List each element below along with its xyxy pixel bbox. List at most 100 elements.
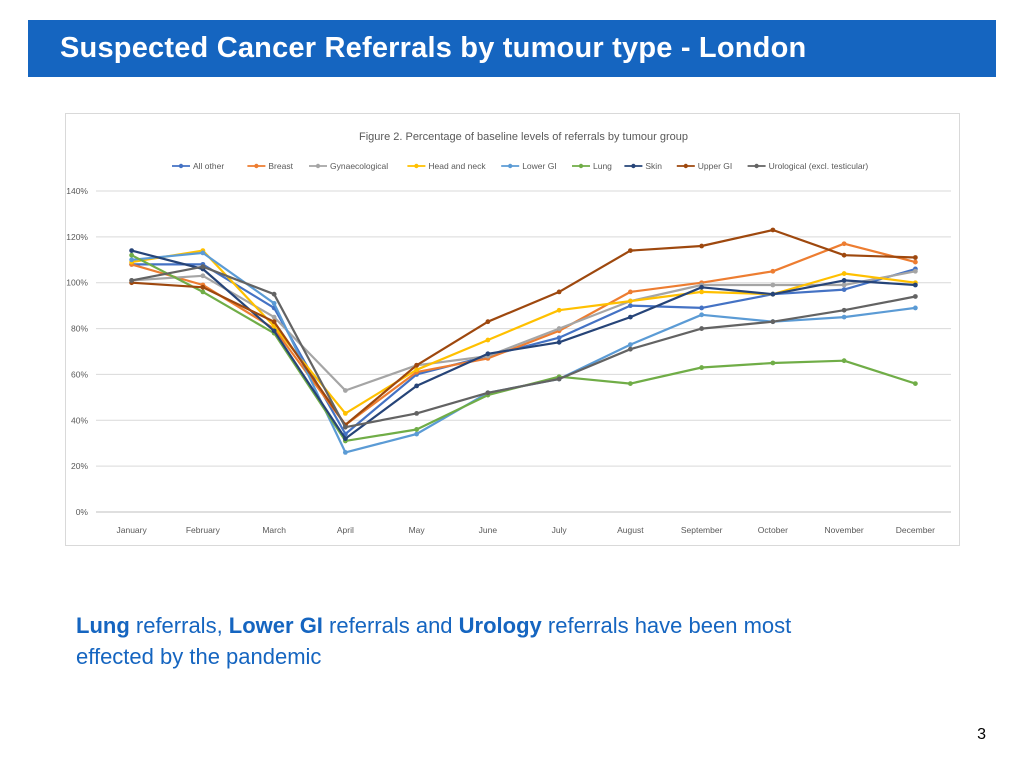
data-point xyxy=(200,289,206,295)
data-point xyxy=(841,314,847,320)
data-point xyxy=(342,411,348,416)
series-line xyxy=(130,270,917,392)
legend-label: Lung xyxy=(593,161,612,171)
data-point xyxy=(342,449,348,455)
data-point xyxy=(627,381,633,386)
data-point xyxy=(912,268,918,274)
data-point xyxy=(699,289,705,295)
data-point xyxy=(841,287,847,292)
page-number: 3 xyxy=(977,726,986,743)
data-point xyxy=(841,271,847,276)
data-point xyxy=(485,390,491,396)
x-tick-label: July xyxy=(552,525,568,535)
x-tick-label: October xyxy=(758,525,788,535)
legend-label: Lower GI xyxy=(522,161,557,171)
data-point xyxy=(342,424,348,430)
data-point xyxy=(200,284,206,290)
data-point xyxy=(485,351,491,357)
x-tick-label: June xyxy=(479,525,498,535)
x-tick-label: September xyxy=(681,525,723,535)
chart-container: Figure 2. Percentage of baseline levels … xyxy=(65,113,960,546)
series-line xyxy=(130,249,917,415)
data-point xyxy=(770,227,776,233)
data-point xyxy=(200,264,206,270)
series-line xyxy=(130,263,917,436)
caption-lower-gi: Lower GI xyxy=(228,613,323,638)
legend-swatch-marker xyxy=(508,163,513,169)
data-point xyxy=(414,411,420,416)
data-point xyxy=(627,346,633,352)
data-point xyxy=(414,367,420,373)
data-point xyxy=(485,337,491,343)
data-point xyxy=(556,339,562,345)
y-tick-label: 80% xyxy=(71,324,88,334)
line-chart: Figure 2. Percentage of baseline levels … xyxy=(66,131,951,535)
data-point xyxy=(912,381,918,386)
data-point xyxy=(841,307,847,313)
data-point xyxy=(770,360,776,366)
chart-title: Figure 2. Percentage of baseline levels … xyxy=(359,131,688,143)
legend-swatch-marker xyxy=(254,163,259,169)
y-tick-label: 100% xyxy=(66,278,88,288)
data-point xyxy=(200,273,206,279)
slide-title: Suspected Cancer Referrals by tumour typ… xyxy=(60,32,807,64)
legend-swatch-marker xyxy=(178,163,184,169)
data-point xyxy=(912,305,918,311)
legend-swatch-marker xyxy=(631,163,636,169)
data-point xyxy=(414,431,420,437)
series-line xyxy=(130,228,917,426)
data-point xyxy=(271,328,277,334)
legend-swatch-marker xyxy=(683,163,688,169)
data-point xyxy=(841,278,847,283)
data-point xyxy=(129,248,135,254)
legend-label: All other xyxy=(193,161,224,171)
caption-text-3: referrals have been most effected by the… xyxy=(76,613,792,669)
series-line xyxy=(130,242,917,426)
x-tick-label: January xyxy=(117,525,148,535)
data-point xyxy=(414,362,420,368)
data-point xyxy=(841,282,847,288)
data-point xyxy=(129,257,135,263)
data-point xyxy=(699,305,705,311)
data-point xyxy=(841,358,847,364)
title-banner: Suspected Cancer Referrals by tumour typ… xyxy=(28,20,996,77)
data-point xyxy=(627,303,633,309)
data-point xyxy=(699,312,705,318)
data-point xyxy=(627,342,633,348)
data-point xyxy=(414,427,420,432)
legend-swatch-marker xyxy=(578,163,584,169)
caption-text-2: referrals and xyxy=(322,613,459,638)
caption-urology: Urology xyxy=(458,613,542,638)
legend-label: Skin xyxy=(645,161,662,171)
y-tick-label: 0% xyxy=(76,507,89,517)
data-point xyxy=(770,291,776,297)
data-point xyxy=(770,282,776,288)
data-point xyxy=(414,383,420,389)
caption-text-1: referrals, xyxy=(129,613,229,638)
x-tick-label: August xyxy=(617,525,644,535)
data-point xyxy=(342,388,348,393)
x-tick-label: November xyxy=(825,525,864,535)
y-tick-label: 20% xyxy=(71,461,88,471)
y-tick-label: 120% xyxy=(66,232,88,242)
data-point xyxy=(699,365,705,370)
data-point xyxy=(841,241,847,247)
data-point xyxy=(912,294,918,299)
data-point xyxy=(129,278,135,283)
x-tick-label: April xyxy=(337,525,354,535)
x-tick-label: February xyxy=(186,525,221,535)
legend-label: Urological (excl. testicular) xyxy=(769,161,869,171)
data-point xyxy=(699,326,705,331)
x-tick-label: December xyxy=(896,525,935,535)
data-point xyxy=(485,319,491,325)
caption-lung: Lung xyxy=(76,613,130,638)
data-point xyxy=(627,298,633,304)
legend-label: Breast xyxy=(268,161,293,171)
data-point xyxy=(912,255,918,260)
data-point xyxy=(699,284,705,290)
x-tick-label: March xyxy=(262,525,286,535)
data-point xyxy=(271,291,277,297)
data-point xyxy=(129,252,135,258)
data-point xyxy=(627,289,633,295)
legend-label: Upper GI xyxy=(698,161,733,171)
